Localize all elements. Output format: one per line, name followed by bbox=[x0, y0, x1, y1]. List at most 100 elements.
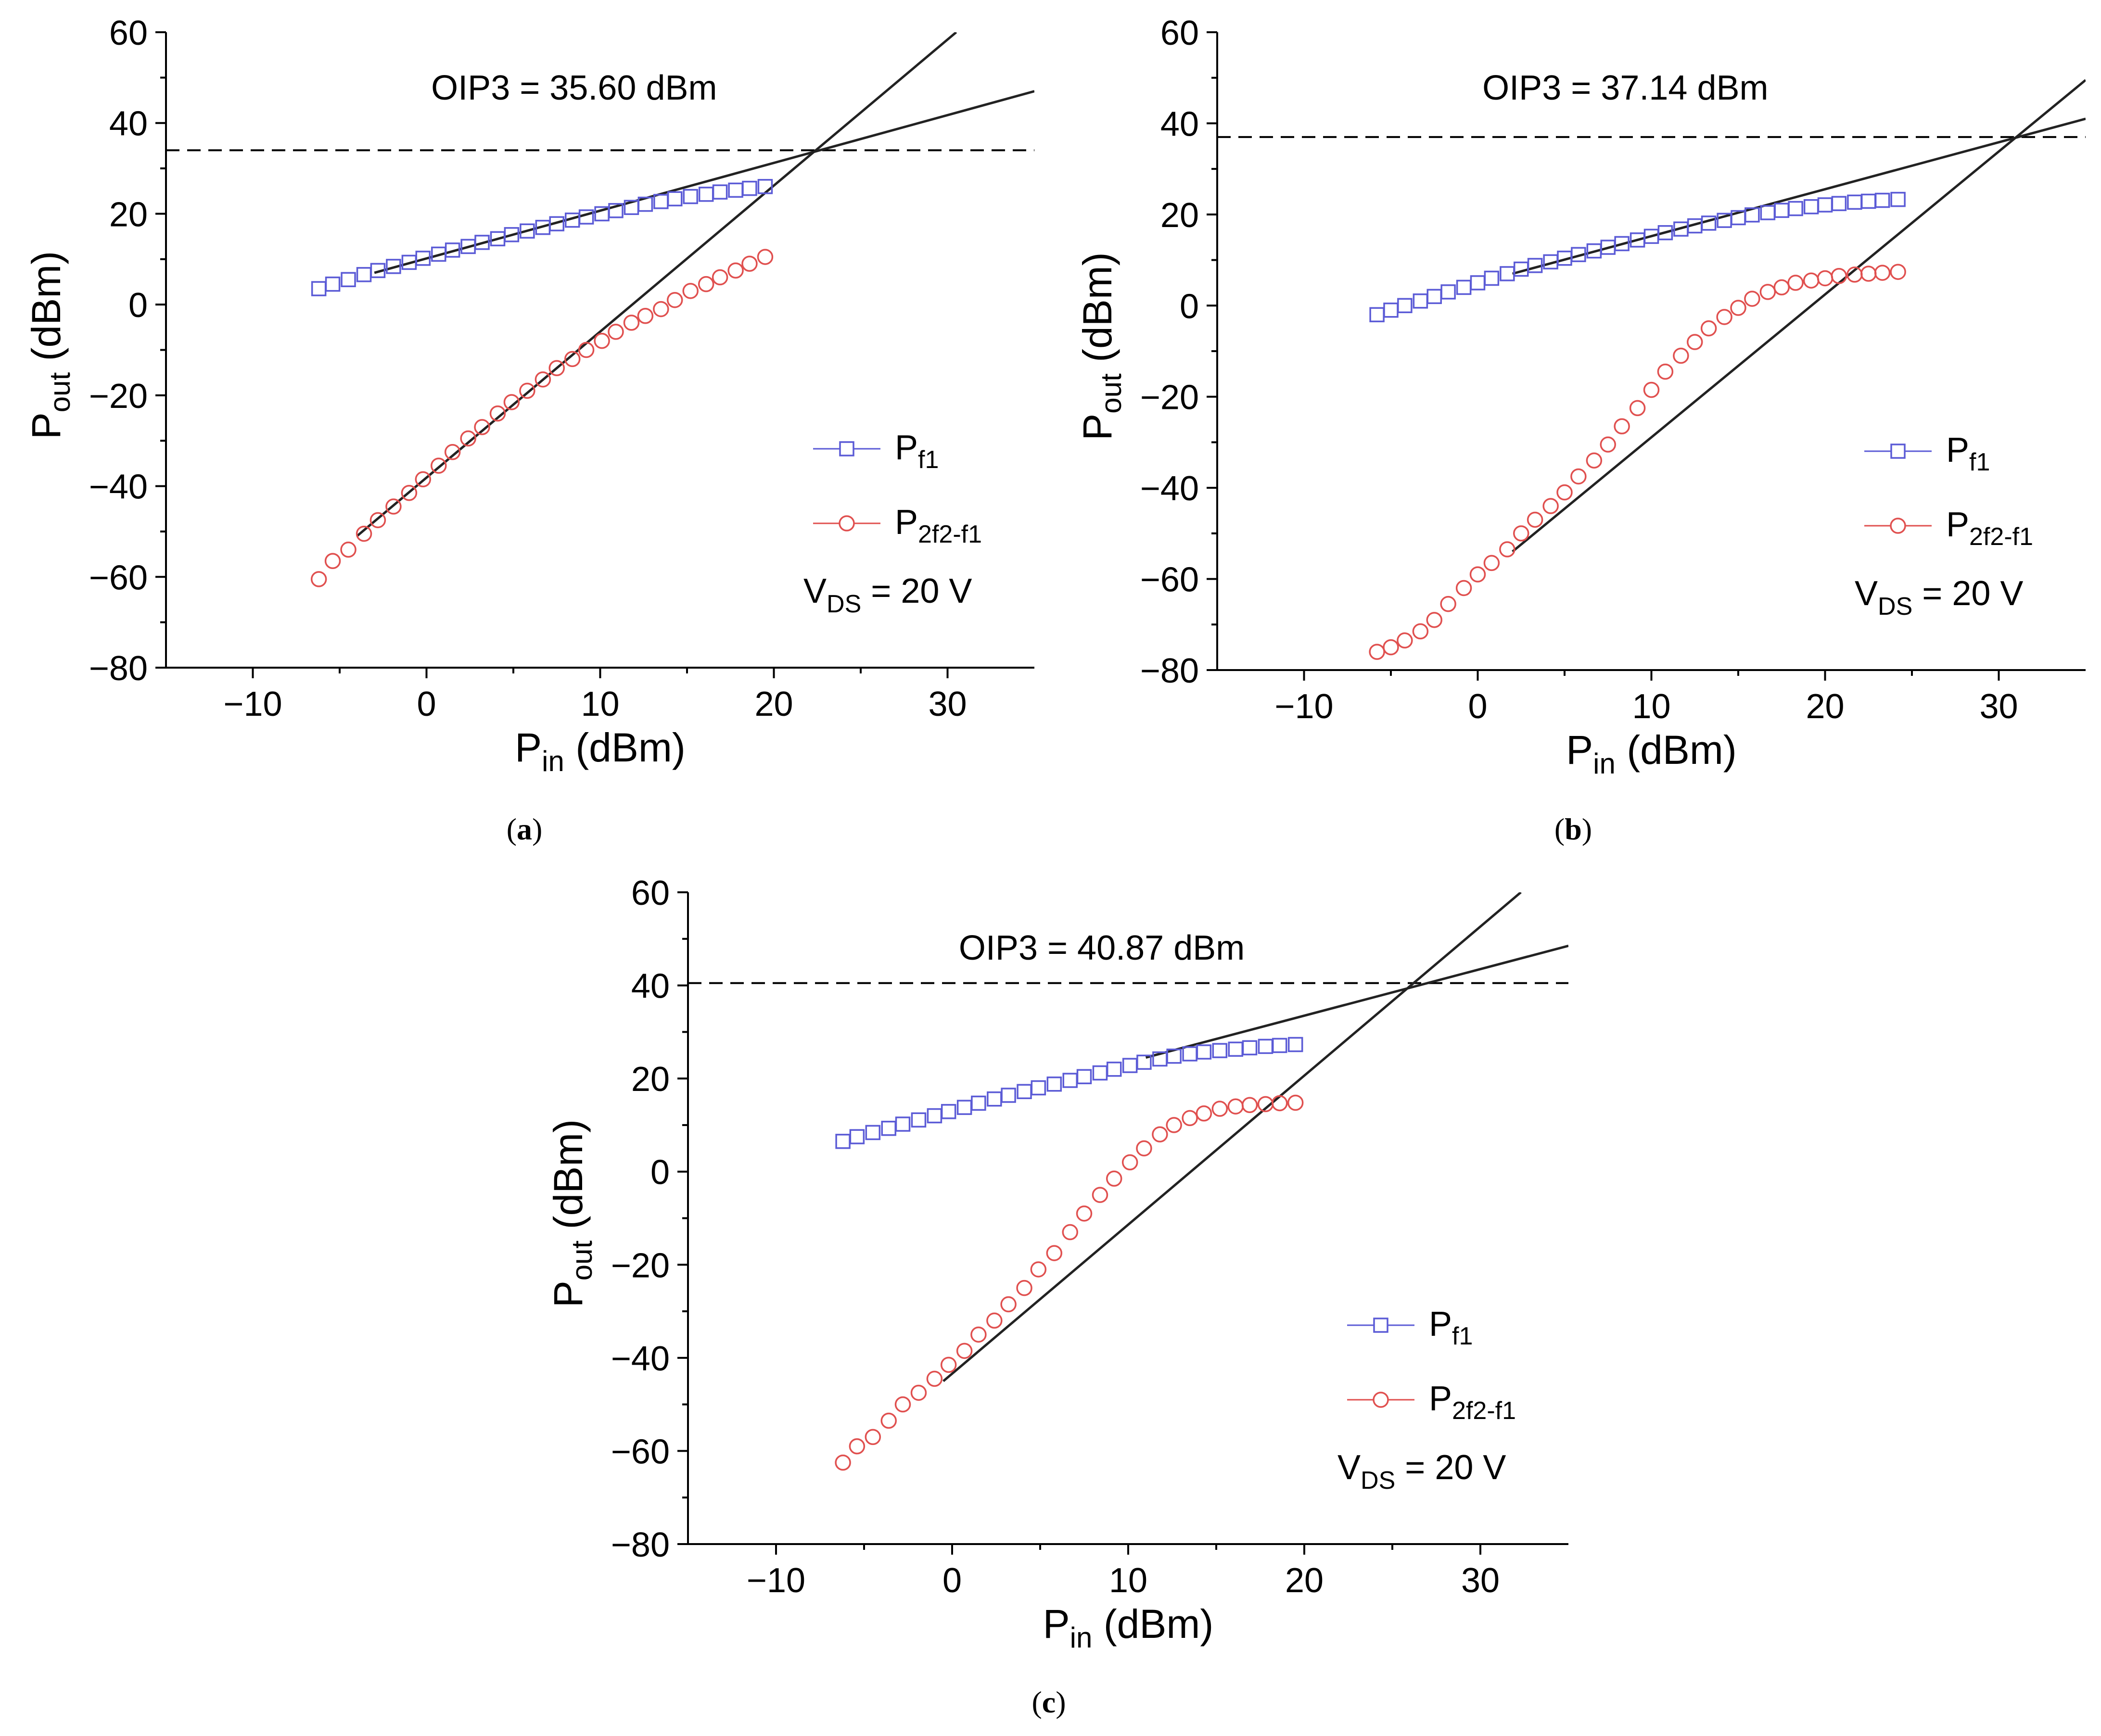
data-point-square bbox=[386, 259, 401, 274]
data-point-circle bbox=[1483, 555, 1500, 571]
y-axis-label-unit: (dBm) bbox=[24, 251, 69, 372]
vds-condition-main: V bbox=[1337, 1448, 1361, 1487]
data-point-circle bbox=[1556, 484, 1573, 501]
x-axis-label-main: P bbox=[1043, 1601, 1070, 1647]
y-axis-label-sub: out bbox=[44, 372, 76, 412]
x-tick-label: 10 bbox=[1632, 687, 1670, 726]
data-point-square bbox=[1166, 1048, 1182, 1064]
caption-close: ) bbox=[532, 812, 542, 846]
oip3-annotation: OIP3 = 37.14 dBm bbox=[1482, 69, 1768, 107]
data-point-circle bbox=[1196, 1105, 1212, 1122]
fundamental-fit-line bbox=[374, 90, 1034, 274]
data-point-square bbox=[835, 1134, 851, 1149]
legend-marker-square bbox=[1890, 444, 1906, 459]
legend-marker-circle bbox=[839, 515, 855, 532]
vds-condition-value: = 20 V bbox=[861, 572, 972, 610]
data-point-circle bbox=[548, 360, 565, 376]
y-tick-label: −60 bbox=[611, 1432, 670, 1471]
data-point-circle bbox=[460, 430, 476, 447]
x-axis-label-main: P bbox=[1566, 727, 1593, 773]
data-point-square bbox=[1031, 1080, 1046, 1096]
data-point-circle bbox=[385, 498, 402, 515]
x-tick-label: 20 bbox=[1285, 1561, 1324, 1600]
y-axis-label-main: P bbox=[24, 412, 69, 439]
caption-letter: c bbox=[1042, 1685, 1056, 1719]
data-point-circle bbox=[894, 1396, 911, 1413]
data-point-circle bbox=[1600, 436, 1616, 453]
im3-fit-line bbox=[942, 892, 1522, 1382]
x-axis-label-unit: (dBm) bbox=[1092, 1601, 1213, 1647]
legend-item-f1: Pf1 bbox=[813, 429, 939, 474]
vds-condition: VDS = 20 V bbox=[803, 572, 972, 618]
data-point-square bbox=[1046, 1077, 1062, 1092]
data-point-square bbox=[1861, 193, 1876, 209]
data-point-circle bbox=[1426, 612, 1442, 628]
x-axis-label-main: P bbox=[515, 725, 542, 770]
caption-open: ( bbox=[507, 812, 517, 846]
vds-condition-value: = 20 V bbox=[1912, 574, 2023, 613]
data-point-square bbox=[895, 1116, 911, 1132]
data-point-circle bbox=[623, 315, 640, 331]
data-point-square bbox=[637, 196, 653, 212]
legend-item-f1: Pf1 bbox=[1864, 431, 1990, 476]
x-axis-label: Pin (dBm) bbox=[1566, 727, 1737, 780]
data-point-circle bbox=[1182, 1110, 1198, 1127]
data-point-circle bbox=[578, 342, 595, 358]
y-axis-label: Pout (dBm) bbox=[1075, 252, 1127, 440]
im3-fit-line bbox=[356, 32, 957, 537]
y-tick-label: 0 bbox=[1180, 287, 1199, 326]
data-point-square bbox=[1258, 1039, 1273, 1054]
data-point-circle bbox=[757, 249, 774, 265]
data-point-square bbox=[356, 267, 372, 282]
data-point-square bbox=[1788, 201, 1803, 216]
data-point-circle bbox=[653, 301, 669, 317]
vds-condition: VDS = 20 V bbox=[1855, 574, 2023, 621]
data-point-circle bbox=[1657, 363, 1674, 380]
plot-area bbox=[1217, 79, 2086, 660]
data-point-circle bbox=[1076, 1205, 1093, 1222]
y-tick-label: 40 bbox=[631, 967, 670, 1006]
data-point-circle bbox=[1687, 334, 1703, 350]
data-point-circle bbox=[1586, 452, 1603, 469]
data-point-square bbox=[341, 272, 356, 287]
legend-label-main: P bbox=[1946, 506, 1969, 544]
legend-label-sub: 2f2-f1 bbox=[1969, 523, 2033, 551]
data-point-square bbox=[1456, 279, 1472, 295]
legend-label: Pf1 bbox=[895, 429, 939, 474]
data-point-circle bbox=[1369, 644, 1385, 660]
x-tick-label: 10 bbox=[1109, 1561, 1147, 1600]
data-point-circle bbox=[1759, 284, 1776, 300]
data-point-square bbox=[971, 1095, 986, 1111]
x-tick-label: −10 bbox=[1274, 687, 1333, 726]
y-tick-label: −80 bbox=[1140, 652, 1199, 690]
data-point-circle bbox=[564, 351, 581, 367]
legend-label: P2f2-f1 bbox=[1946, 506, 2033, 551]
data-point-circle bbox=[369, 512, 386, 529]
series-f1 bbox=[835, 1037, 1303, 1149]
data-point-square bbox=[1369, 307, 1385, 322]
data-point-square bbox=[1571, 247, 1586, 262]
caption-close: ) bbox=[1582, 812, 1592, 846]
y-tick-label: −60 bbox=[1140, 561, 1199, 599]
data-point-square bbox=[728, 182, 743, 198]
caption-open: ( bbox=[1031, 1685, 1042, 1719]
data-point-circle bbox=[474, 419, 490, 435]
data-point-square bbox=[927, 1108, 942, 1124]
data-point-square bbox=[683, 189, 698, 204]
data-point-circle bbox=[431, 457, 447, 474]
data-point-circle bbox=[849, 1438, 866, 1455]
data-point-circle bbox=[666, 291, 683, 308]
data-point-square bbox=[1228, 1041, 1244, 1057]
data-point-circle bbox=[1513, 525, 1529, 542]
legend-label-sub: f1 bbox=[918, 446, 939, 474]
data-point-circle bbox=[1412, 623, 1429, 640]
y-tick-label: 60 bbox=[1160, 14, 1199, 52]
y-axis-label-unit: (dBm) bbox=[1075, 252, 1120, 373]
data-point-square bbox=[1803, 199, 1819, 215]
data-point-square bbox=[1001, 1088, 1016, 1103]
data-point-circle bbox=[519, 382, 535, 399]
data-point-circle bbox=[1803, 272, 1820, 289]
data-point-circle bbox=[535, 371, 551, 388]
